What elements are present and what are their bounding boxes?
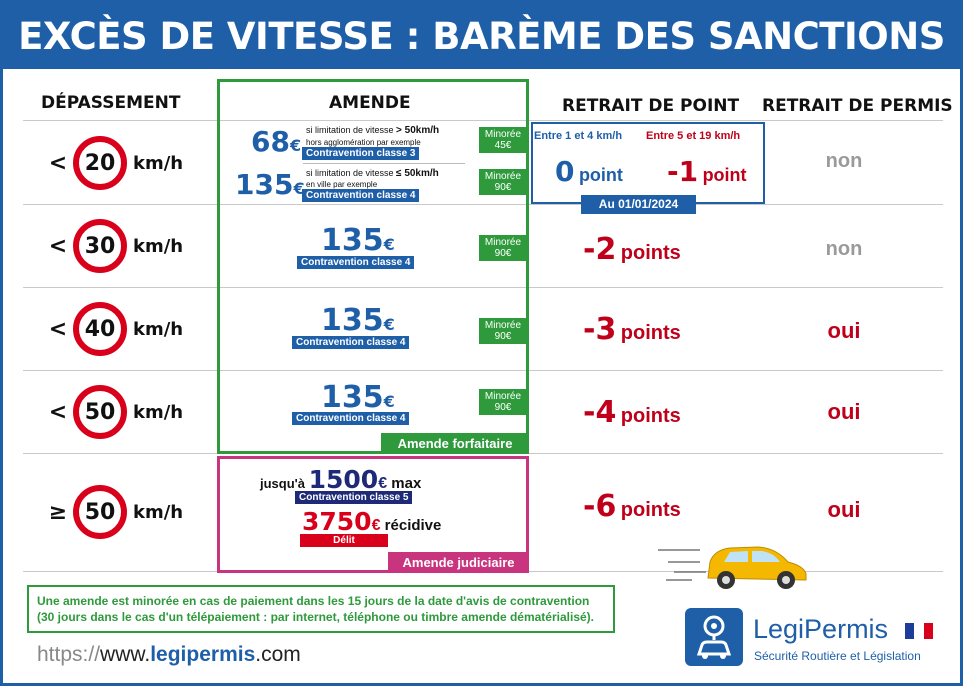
fine-amount-68: 68€ — [251, 125, 302, 158]
minoree-badge: Minorée 90€ — [479, 235, 527, 261]
comparator: < — [48, 316, 68, 342]
contravention-class-badge: Contravention classe 3 — [302, 147, 420, 160]
points-removal: -6 points — [583, 489, 681, 524]
speed-row-40: < 40 km/h — [47, 302, 183, 356]
speed-row-50-plus: ≥ 50 km/h — [47, 485, 183, 539]
date-badge: Au 01/01/2024 — [581, 195, 696, 214]
max-fine: jusqu'à 1500€ max — [260, 465, 422, 494]
fine-amount: 135€ — [321, 380, 395, 415]
permis-value: oui — [827, 318, 861, 343]
row-divider — [23, 370, 943, 371]
fine-condition: si limitation de vitesse > 50km/h — [306, 125, 440, 136]
website-link[interactable]: https://www.legipermis.com — [37, 643, 301, 666]
fine-amount: 135€ — [321, 303, 395, 338]
amende-judiciaire-tag: Amende judiciaire — [388, 552, 529, 573]
permis-value: non — [825, 150, 863, 172]
delit-badge: Délit — [300, 534, 388, 547]
fine-amount: 135€ — [321, 223, 395, 258]
contravention-class-badge: Contravention classe 4 — [297, 256, 415, 269]
permis-value: oui — [827, 497, 861, 522]
fine-condition-example: hors agglomération par exemple — [306, 138, 421, 147]
points-removal: -2 points — [583, 232, 681, 267]
fine-condition: si limitation de vitesse ≤ 50km/h — [306, 168, 439, 179]
speed-row-30: < 30 km/h — [47, 219, 183, 273]
points-zero: 0 point — [555, 155, 623, 188]
unit-label: km/h — [133, 235, 184, 257]
contravention-class-badge: Contravention classe 4 — [292, 412, 410, 425]
legipermis-logo-icon — [685, 608, 743, 666]
speed-limit-sign-icon: 30 — [73, 219, 127, 273]
points-removal: -4 points — [583, 395, 681, 430]
comparator: < — [48, 233, 68, 259]
unit-label: km/h — [133, 401, 184, 423]
french-flag-icon — [905, 623, 933, 639]
permis-value: non — [825, 238, 863, 260]
row-divider — [23, 204, 943, 205]
comparator: ≥ — [48, 499, 68, 525]
recidive-fine: 3750€ récidive — [302, 507, 442, 536]
amende-forfaitaire-box — [217, 79, 529, 454]
row-divider — [23, 120, 943, 121]
speeding-car-icon — [658, 546, 807, 589]
header-amende: AMENDE — [329, 93, 411, 113]
minoree-badge: Minorée 90€ — [479, 169, 527, 195]
speed-limit-sign-icon: 40 — [73, 302, 127, 356]
amende-judiciaire-box — [217, 456, 529, 573]
fine-amount-135: 135€ — [235, 168, 305, 201]
minoree-note: Une amende est minorée en cas de paiemen… — [27, 585, 615, 633]
page-title: EXCÈS DE VITESSE : BARÈME DES SANCTIONS — [3, 3, 960, 69]
brand-name: LegiPermis — [753, 614, 889, 644]
points-removal: -3 points — [583, 312, 681, 347]
speed-limit-sign-icon: 20 — [73, 136, 127, 190]
contravention-class-badge: Contravention classe 4 — [302, 189, 420, 202]
range-label: Entre 1 et 4 km/h — [534, 130, 623, 142]
header-retrait-point: RETRAIT DE POINT — [562, 96, 740, 116]
row-divider — [23, 287, 943, 288]
unit-label: km/h — [133, 318, 184, 340]
brand-tagline: Sécurité Routière et Législation — [754, 649, 921, 663]
unit-label: km/h — [133, 501, 184, 523]
header-depassement: DÉPASSEMENT — [41, 93, 181, 113]
speed-row-50: < 50 km/h — [47, 385, 183, 439]
unit-label: km/h — [133, 152, 184, 174]
speed-limit-sign-icon: 50 — [73, 385, 127, 439]
header-retrait-permis: RETRAIT DE PERMIS — [762, 96, 953, 116]
minoree-badge: Minorée 90€ — [479, 389, 527, 415]
amende-forfaitaire-tag: Amende forfaitaire — [381, 433, 529, 454]
contravention-class-badge: Contravention classe 4 — [292, 336, 410, 349]
contravention-class-badge: Contravention classe 5 — [295, 491, 413, 504]
divider — [303, 163, 465, 164]
permis-value: oui — [827, 399, 861, 424]
range-label: Entre 5 et 19 km/h — [646, 130, 741, 142]
comparator: < — [48, 150, 68, 176]
fine-condition-example: en ville par exemple — [306, 180, 378, 189]
speed-limit-sign-icon: 50 — [73, 485, 127, 539]
points-minus-one: -1 point — [667, 155, 747, 188]
comparator: < — [48, 399, 68, 425]
minoree-badge: Minorée 45€ — [479, 127, 527, 153]
minoree-badge: Minorée 90€ — [479, 318, 527, 344]
speed-row-20: < 20 km/h — [47, 136, 183, 190]
